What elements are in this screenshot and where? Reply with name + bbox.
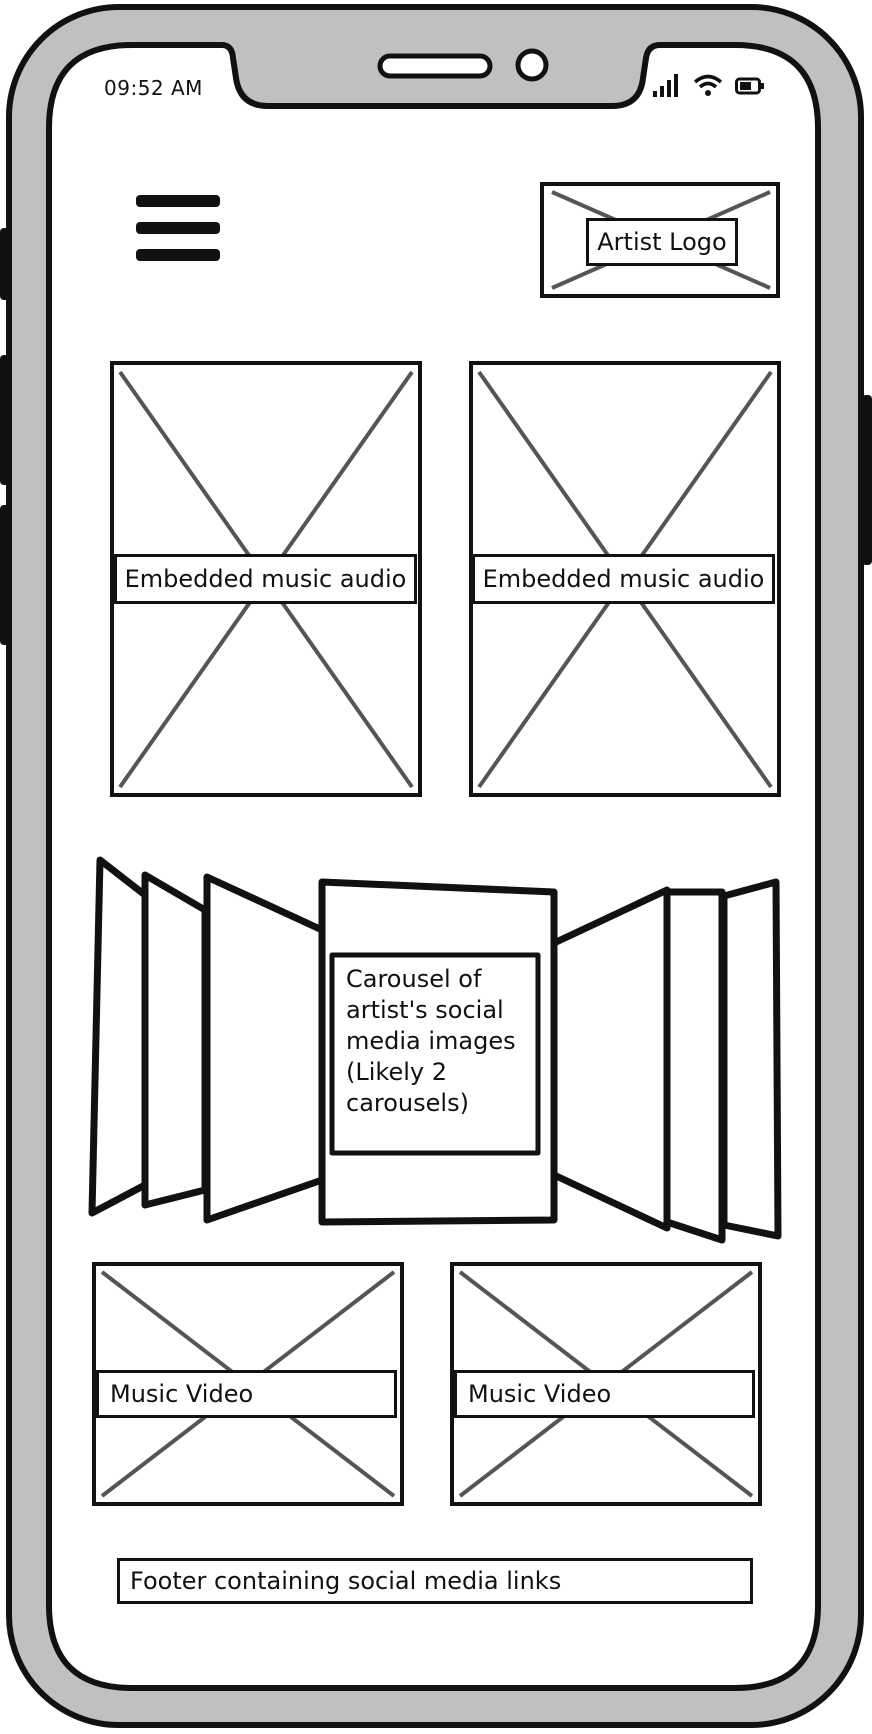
artist-logo[interactable]: Artist Logo bbox=[586, 218, 738, 266]
status-time: 09:52 AM bbox=[104, 76, 203, 100]
music-video-1[interactable]: Music Video bbox=[96, 1370, 397, 1418]
audio-embed-2[interactable]: Embedded music audio bbox=[472, 554, 775, 604]
carousel-panels bbox=[88, 856, 782, 1244]
signal-icon bbox=[653, 74, 678, 97]
battery-icon bbox=[735, 77, 764, 95]
carousel-label[interactable]: Carousel of artist's social media images… bbox=[346, 965, 516, 1117]
wifi-icon bbox=[693, 74, 723, 96]
footer[interactable]: Footer containing social media links bbox=[117, 1558, 753, 1604]
hamburger-menu-icon[interactable] bbox=[136, 195, 220, 267]
audio-embed-1[interactable]: Embedded music audio bbox=[114, 554, 417, 604]
music-video-2[interactable]: Music Video bbox=[454, 1370, 755, 1418]
